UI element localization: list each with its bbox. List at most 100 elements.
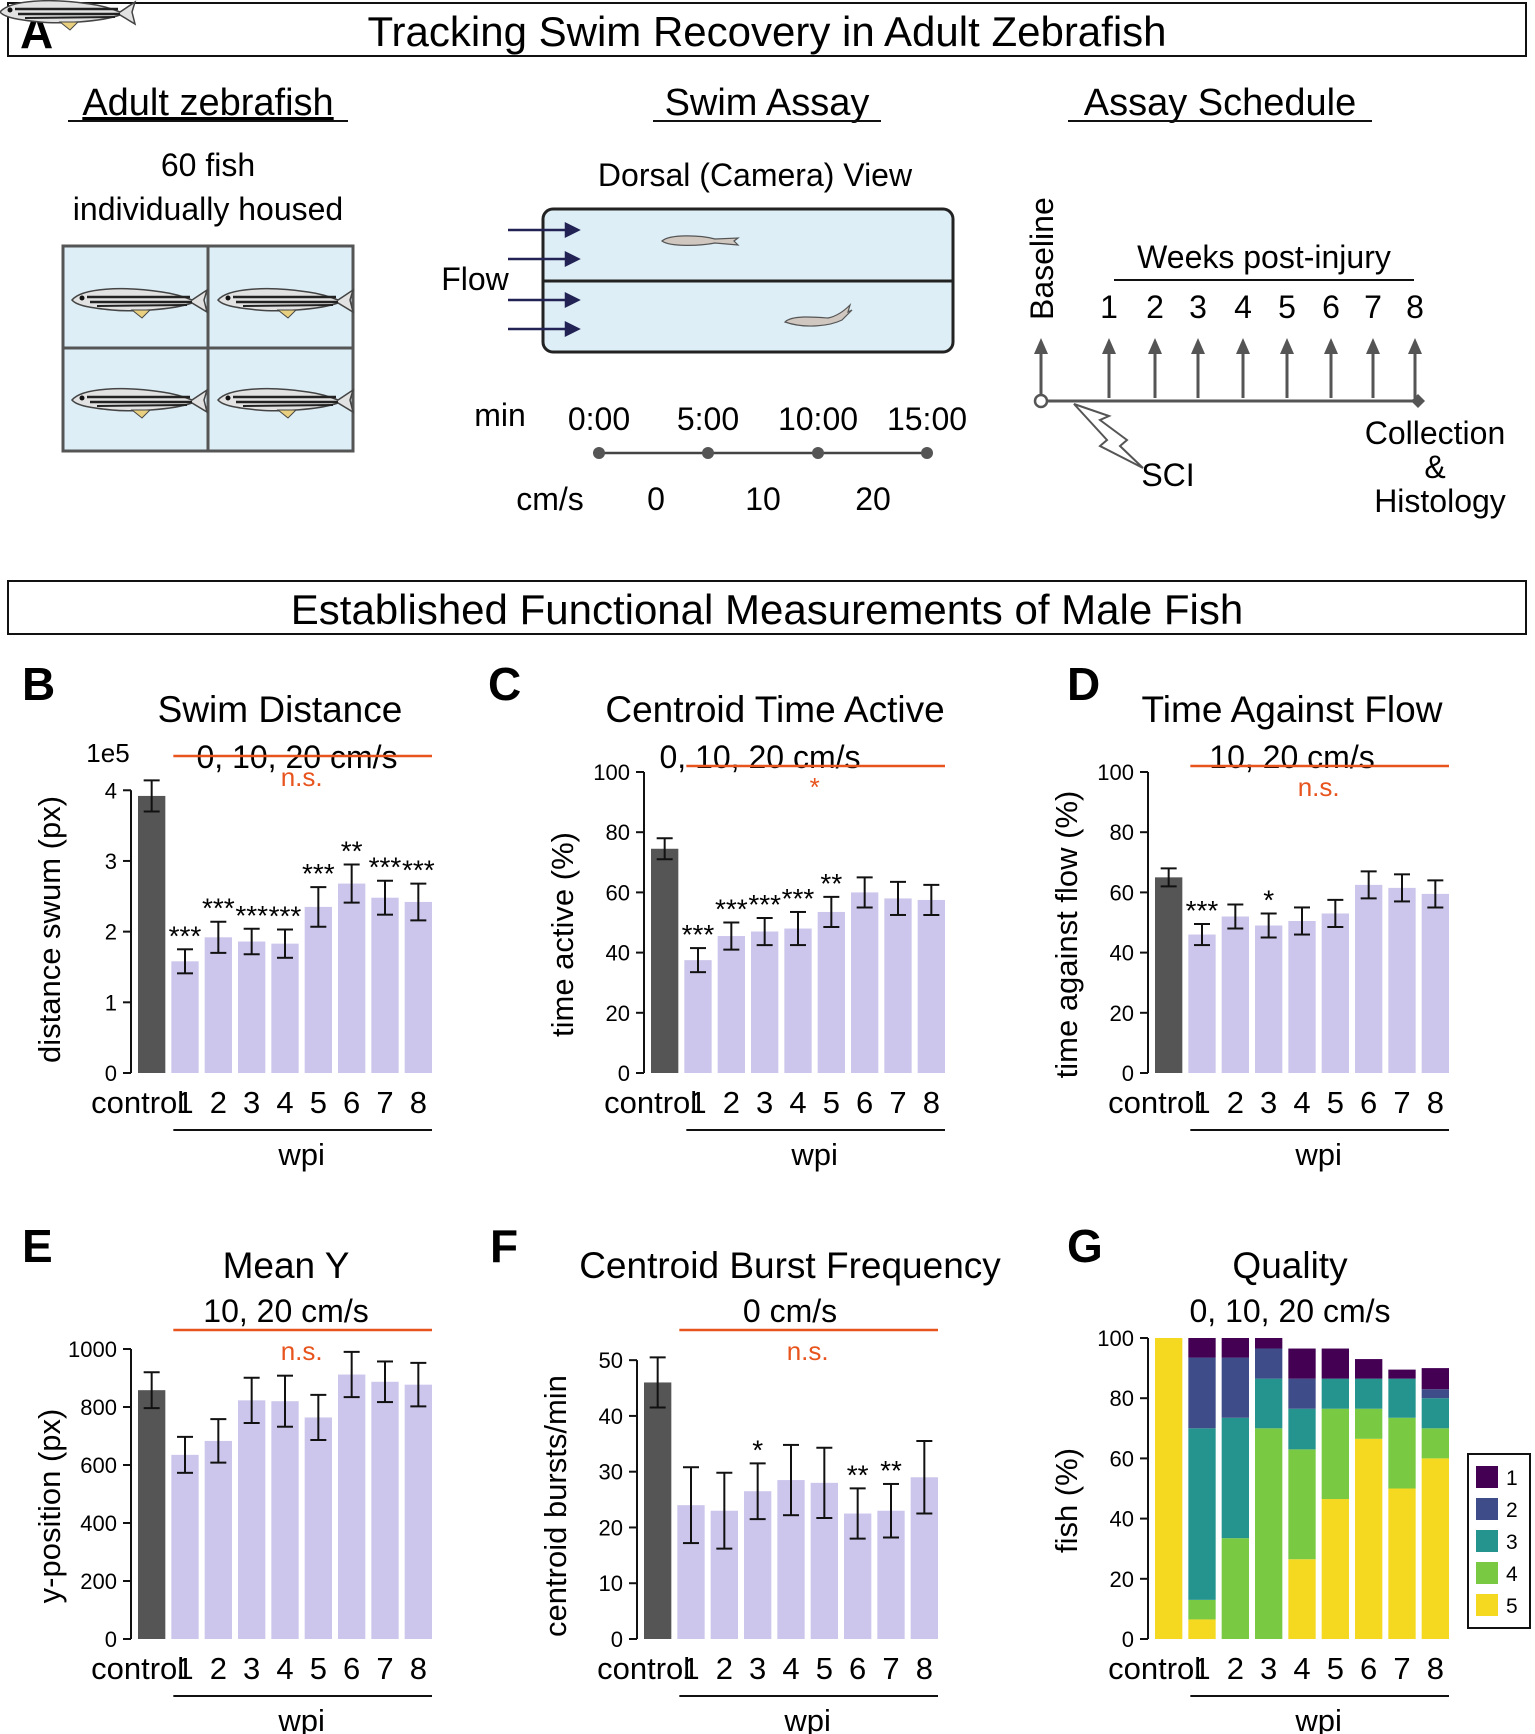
- stacked-bar-segment: [1188, 1599, 1216, 1620]
- chart-title: Swim Distance: [158, 689, 403, 730]
- time-15: 15:00: [887, 401, 967, 437]
- x-tick-label: 6: [343, 1085, 360, 1120]
- significance-stars: ***: [302, 858, 335, 889]
- stacked-bar-segment: [1221, 1417, 1249, 1539]
- stacked-bar-segment: [1255, 1378, 1283, 1429]
- x-tick-label: 6: [856, 1085, 873, 1120]
- y-tick-label: 3: [105, 849, 117, 874]
- bar-control: [651, 848, 679, 1073]
- bracket-label: n.s.: [281, 762, 323, 792]
- significance-stars: **: [880, 1455, 902, 1486]
- bar-wpi: [684, 960, 712, 1073]
- x-tick-label: 3: [749, 1651, 766, 1686]
- bar-wpi: [304, 1417, 332, 1639]
- bar-wpi: [1355, 884, 1383, 1073]
- significance-stars: *: [752, 1434, 763, 1465]
- y-tick-label: 1000: [68, 1337, 117, 1362]
- wpi-label: wpi: [790, 1137, 838, 1172]
- stacked-bar-segment: [1321, 1378, 1349, 1409]
- bar-wpi: [817, 911, 845, 1073]
- y-tick-label: 30: [599, 1460, 623, 1485]
- assay-schedule-heading: Assay Schedule: [1084, 82, 1357, 124]
- y-tick-label: 0: [105, 1061, 117, 1086]
- stacked-bar-segment: [1255, 1348, 1283, 1379]
- stacked-bar-segment: [1421, 1458, 1449, 1639]
- x-tick-label: 2: [210, 1085, 227, 1120]
- significance-stars: ***: [402, 855, 435, 886]
- x-tick-label: 6: [1360, 1651, 1377, 1686]
- chart-subtitle: 0, 10, 20 cm/s: [1190, 1293, 1391, 1329]
- x-tick-label: 7: [889, 1085, 906, 1120]
- x-tick-label: 3: [243, 1651, 260, 1686]
- baseline-label: Baseline: [1024, 197, 1060, 320]
- bar-wpi: [371, 1381, 399, 1639]
- stacked-bar-segment: [1421, 1398, 1449, 1429]
- flow-label: Flow: [441, 261, 509, 297]
- chart-title: Quality: [1232, 1245, 1348, 1286]
- y-tick-label: 60: [1110, 1446, 1134, 1471]
- bar-wpi: [271, 1401, 299, 1639]
- lightning-icon: [1073, 403, 1144, 469]
- stacked-bar-segment: [1388, 1378, 1416, 1418]
- bar-wpi: [304, 906, 332, 1073]
- x-tick-label: 4: [789, 1085, 806, 1120]
- week-arrow-head: [1148, 338, 1162, 354]
- bar-wpi: [1321, 913, 1349, 1073]
- x-tick-label: 2: [210, 1651, 227, 1686]
- panel-f: F Centroid Burst Frequency 0 cm/s 0 10 20 3…: [490, 1220, 1001, 1734]
- min-label: min: [474, 397, 526, 433]
- x-tick-label: control: [604, 1085, 697, 1120]
- legend-swatch: [1476, 1594, 1498, 1616]
- time-0: 0:00: [568, 401, 630, 437]
- y-tick-label: 40: [599, 1404, 623, 1429]
- x-tick-label: 8: [923, 1085, 940, 1120]
- cms-label: cm/s: [516, 481, 584, 517]
- wpi-label: wpi: [1294, 1703, 1342, 1734]
- panel-letter: C: [488, 658, 521, 710]
- y-tick-label: 80: [1110, 820, 1134, 845]
- bar-wpi: [204, 1440, 232, 1639]
- housing-note: individually housed: [73, 191, 343, 227]
- y-tick-label: 20: [1110, 1567, 1134, 1592]
- legend-label: 1: [1506, 1467, 1518, 1490]
- stacked-bar-segment: [1288, 1559, 1316, 1639]
- stacked-bar-segment: [1355, 1359, 1383, 1379]
- week-arrow-head: [1102, 338, 1116, 354]
- bracket-label: n.s.: [787, 1336, 829, 1366]
- y-axis-label: time against flow (%): [1049, 791, 1084, 1079]
- y-tick-label: 50: [599, 1348, 623, 1373]
- bracket-label: n.s.: [281, 1336, 323, 1366]
- bar-control: [1155, 877, 1183, 1073]
- x-tick-label: 4: [276, 1085, 293, 1120]
- significance-stars: ***: [748, 889, 781, 920]
- y-tick-label: 400: [80, 1511, 117, 1536]
- bar-wpi: [1288, 920, 1316, 1073]
- collection-label: Collection: [1365, 415, 1506, 451]
- y-tick-label: 20: [1110, 1001, 1134, 1026]
- x-tick-label: 3: [243, 1085, 260, 1120]
- y-tick-label: 800: [80, 1395, 117, 1420]
- bar-wpi: [371, 897, 399, 1073]
- x-tick-label: 4: [1293, 1085, 1310, 1120]
- bar-wpi: [338, 1374, 366, 1639]
- stacked-bar-segment: [1421, 1428, 1449, 1459]
- x-tick-label: 7: [376, 1085, 393, 1120]
- stacked-bar-segment: [1321, 1499, 1349, 1639]
- sci-label: SCI: [1141, 457, 1194, 493]
- x-tick-label: 8: [1427, 1085, 1444, 1120]
- y-tick-label: 0: [618, 1061, 630, 1086]
- x-tick-label: 5: [816, 1651, 833, 1686]
- panel-letter: E: [22, 1220, 53, 1272]
- bar-wpi: [238, 941, 266, 1073]
- bar-control: [644, 1382, 672, 1639]
- significance-stars: ***: [235, 900, 268, 931]
- x-tick-label: 4: [276, 1651, 293, 1686]
- y-tick-label: 40: [1110, 941, 1134, 966]
- bar-wpi: [751, 931, 779, 1073]
- x-tick-label: control: [1108, 1085, 1201, 1120]
- stacked-bar-segment: [1188, 1428, 1216, 1600]
- stacked-bar-segment: [1355, 1438, 1383, 1639]
- zebrafish-icon: [0, 0, 137, 31]
- stacked-bar-segment: [1288, 1348, 1316, 1379]
